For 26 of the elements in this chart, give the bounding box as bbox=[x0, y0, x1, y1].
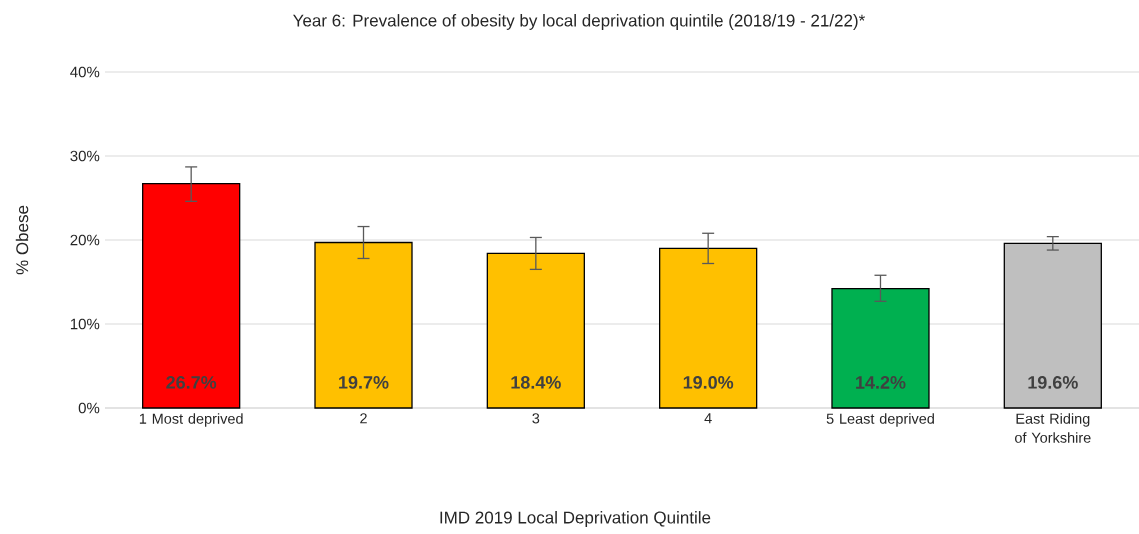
bar bbox=[659, 247, 758, 409]
x-axis-title: IMD 2019 Local Deprivation Quintile bbox=[440, 511, 711, 527]
x-tick-label: 5 Least deprived bbox=[826, 413, 934, 427]
data-label: 26.7% bbox=[166, 376, 217, 389]
y-tick-label: 10% bbox=[70, 318, 100, 330]
y-tick-label: 0% bbox=[78, 402, 100, 414]
x-tick-label: 1 Most deprived bbox=[139, 413, 243, 427]
data-label: 19.6% bbox=[1028, 376, 1078, 389]
bar bbox=[1003, 242, 1102, 409]
y-tick-label: 40% bbox=[70, 66, 100, 78]
data-label: 14.2% bbox=[856, 376, 906, 389]
data-label: 18.4% bbox=[511, 376, 561, 389]
x-tick-label: 4 bbox=[704, 413, 712, 424]
bar bbox=[486, 252, 585, 409]
chart-title: Year 6: Prevalence of obesity by local deprivation quintile (2018/19 - 21/22)* bbox=[293, 14, 865, 30]
y-tick-label: 30% bbox=[70, 150, 100, 162]
x-tick-label: 3 bbox=[532, 413, 540, 424]
x-tick-label: East Riding of Yorkshire bbox=[1015, 413, 1091, 443]
bar bbox=[314, 241, 413, 409]
data-label: 19.0% bbox=[683, 376, 734, 389]
bar bbox=[142, 183, 241, 409]
y-tick-label: 20% bbox=[70, 234, 100, 246]
bar bbox=[831, 288, 930, 409]
x-tick-label: 2 bbox=[360, 413, 367, 424]
data-label: 19.7% bbox=[339, 376, 389, 389]
y-axis-title: % Obese bbox=[15, 205, 29, 275]
